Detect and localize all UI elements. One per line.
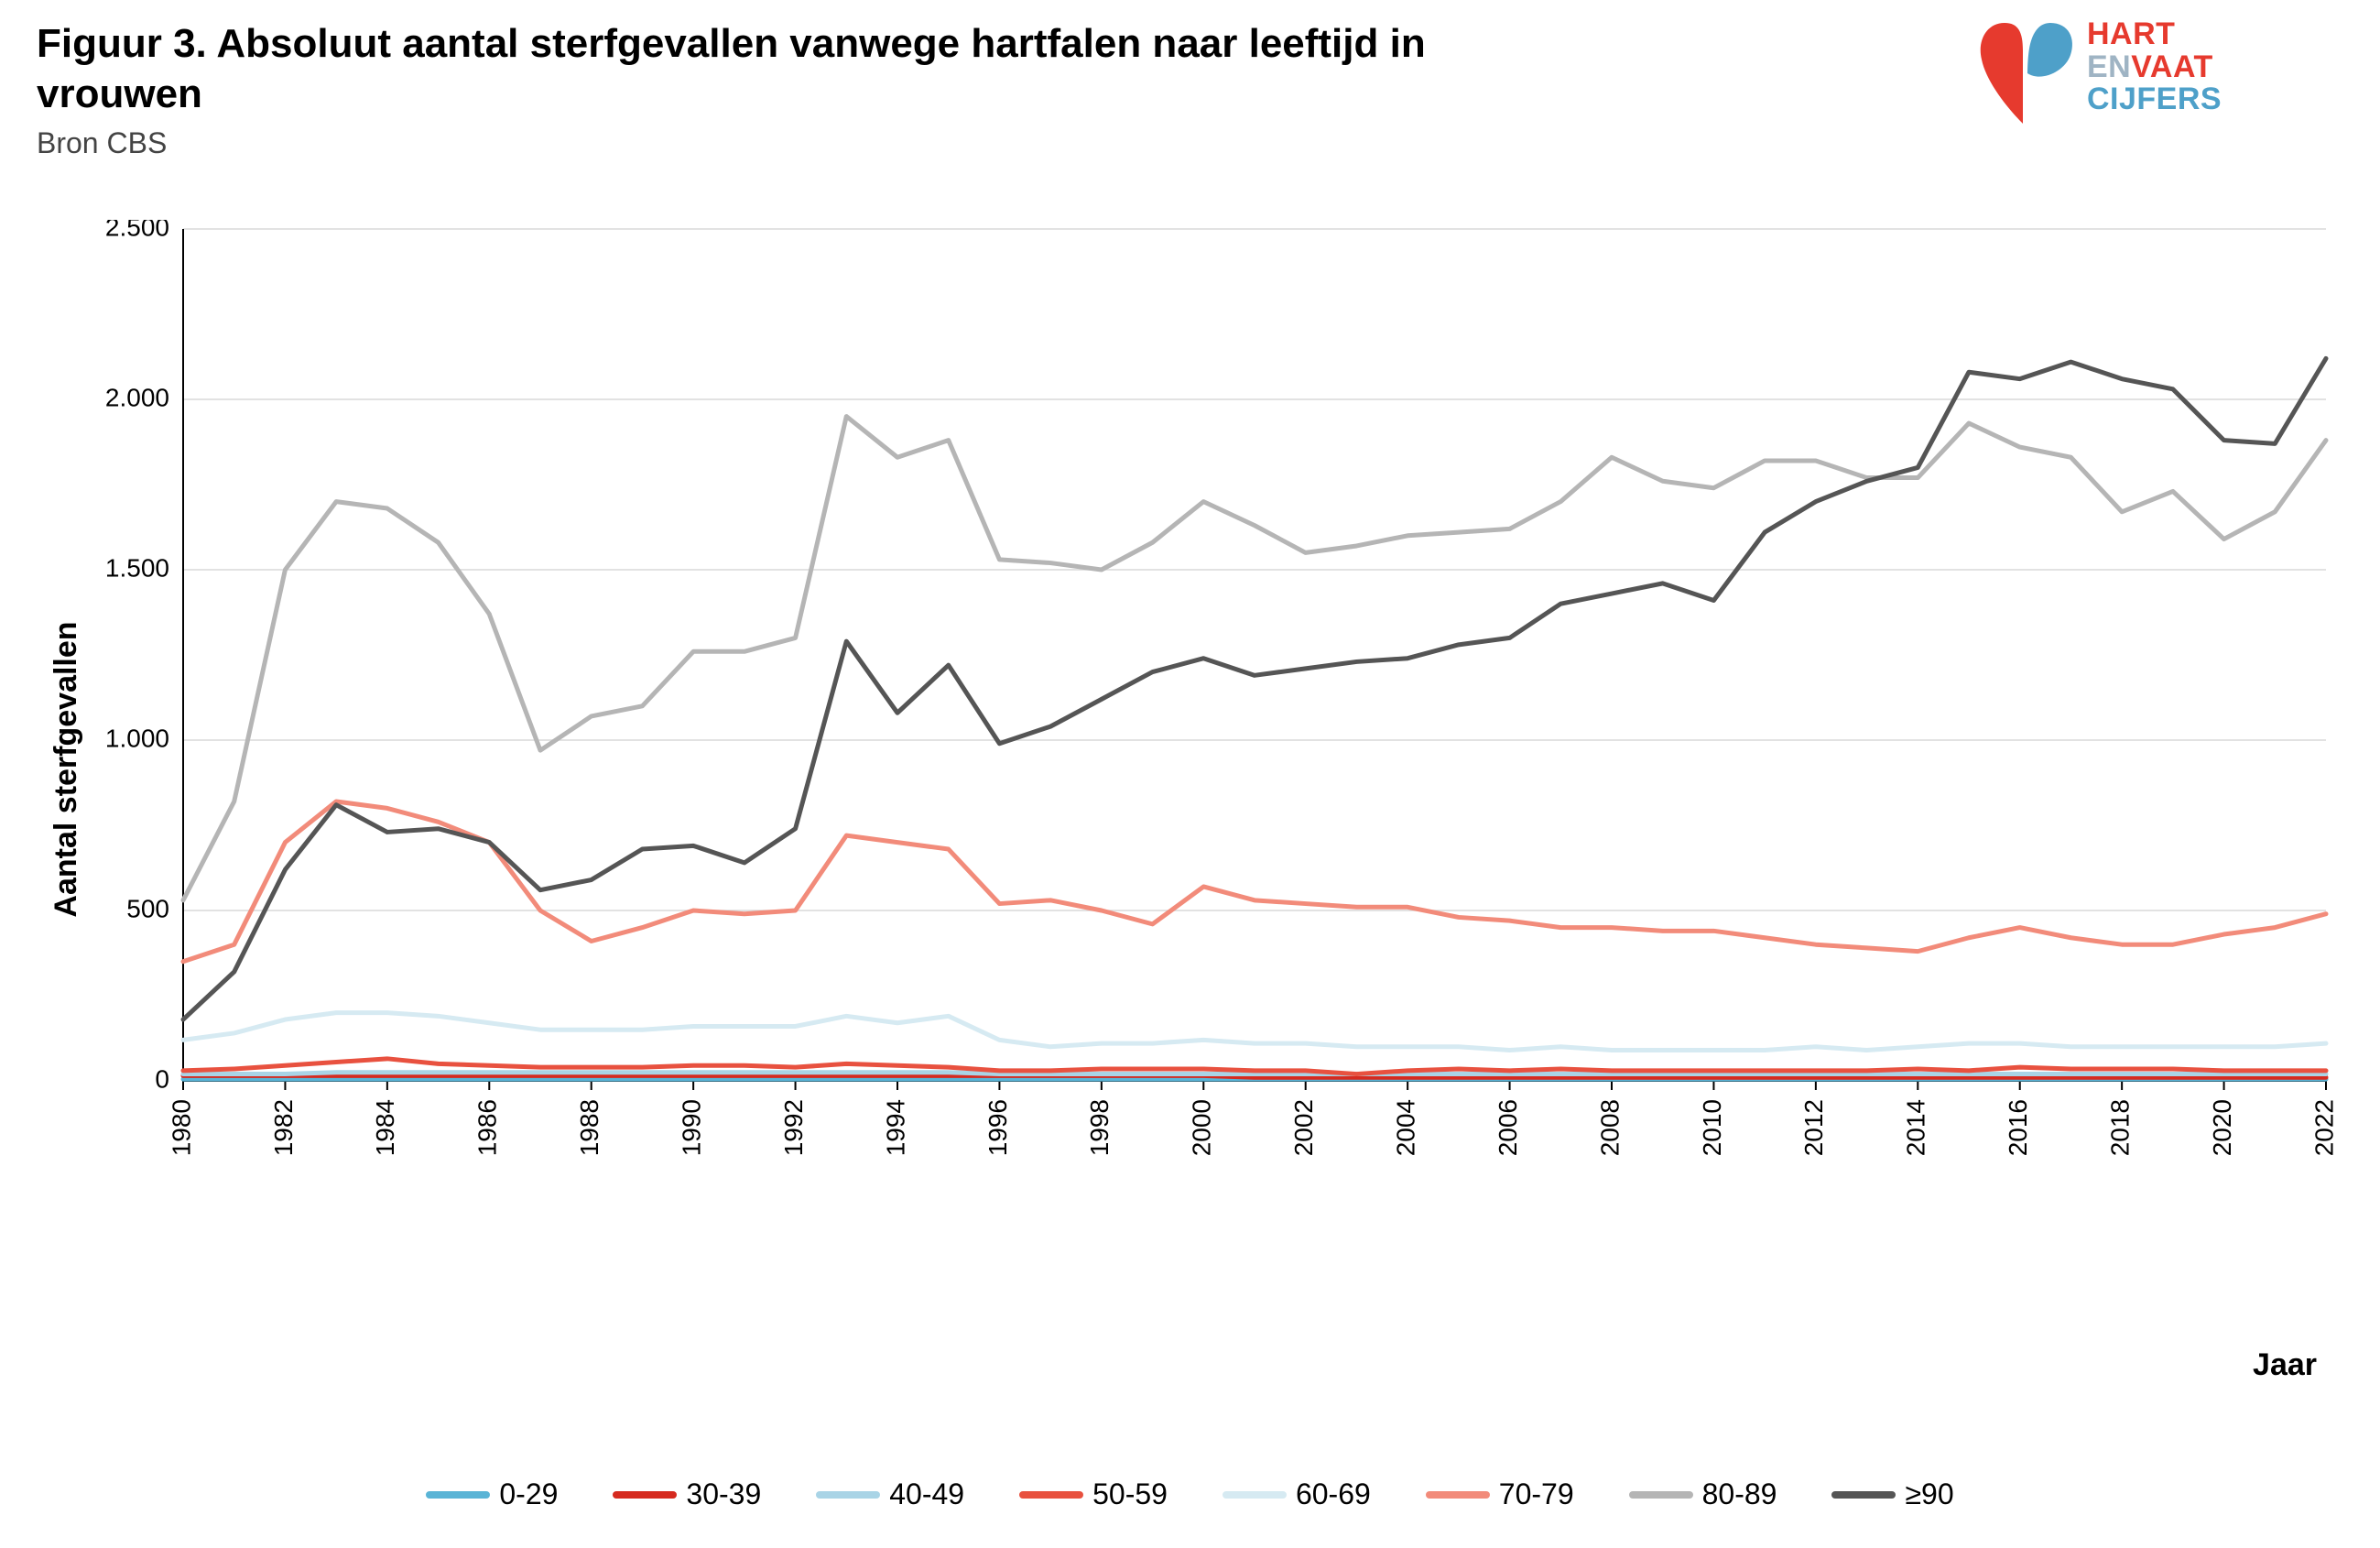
- y-tick-label: 1.500: [105, 553, 169, 582]
- legend-label: 40-49: [889, 1477, 964, 1511]
- logo-line1: HART: [2087, 18, 2222, 51]
- x-tick-label: 2018: [2106, 1099, 2135, 1156]
- y-axis-label: Aantal sterfgevallen: [49, 621, 84, 917]
- legend-swatch: [1223, 1491, 1287, 1499]
- series-line-70-79: [183, 801, 2326, 962]
- legend-swatch: [426, 1491, 490, 1499]
- brand-logo: HART ENVAAT CIJFERS: [1977, 18, 2325, 128]
- x-tick-label: 1986: [473, 1099, 502, 1156]
- logo-line2-suffix: VAAT: [2131, 49, 2213, 84]
- logo-line3: CIJFERS: [2087, 83, 2222, 116]
- chart-area: Aantal sterfgevallen 0 500 1.000 1.500 2.000…: [37, 220, 2344, 1319]
- x-tick-label: 2020: [2208, 1099, 2236, 1156]
- series-line-60-69: [183, 1013, 2326, 1051]
- x-tick-label: 2000: [1188, 1099, 1216, 1156]
- logo-line2-prefix: EN: [2087, 49, 2131, 84]
- legend-label: 50-59: [1092, 1477, 1168, 1511]
- x-tick-label: 1990: [678, 1099, 706, 1156]
- legend-item-80-89: 80-89: [1629, 1477, 1777, 1511]
- y-tick-label: 2.500: [105, 220, 169, 241]
- chart-header: Figuur 3. Absoluut aantal sterfgevallen …: [37, 18, 1593, 160]
- legend-label: 0-29: [499, 1477, 558, 1511]
- legend-item-0-29: 0-29: [426, 1477, 558, 1511]
- legend-swatch: [1629, 1491, 1693, 1499]
- y-tick-label: 2.000: [105, 383, 169, 411]
- legend-swatch: [1831, 1491, 1896, 1499]
- x-tick-label: 2016: [2004, 1099, 2032, 1156]
- legend-swatch: [1019, 1491, 1083, 1499]
- line-chart: 0 500 1.000 1.500 2.000 2.500 1980 1982 1984 1986…: [37, 220, 2344, 1227]
- legend-item-40-49: 40-49: [816, 1477, 964, 1511]
- x-tick-label: 1984: [371, 1099, 399, 1156]
- page: Figuur 3. Absoluut aantal sterfgevallen …: [0, 0, 2380, 1548]
- legend-label: 70-79: [1499, 1477, 1574, 1511]
- legend-swatch: [1426, 1491, 1490, 1499]
- legend-item-60-69: 60-69: [1223, 1477, 1371, 1511]
- x-tick-label: 1996: [984, 1099, 1012, 1156]
- legend-label: 60-69: [1296, 1477, 1371, 1511]
- x-tick-label: 2014: [1902, 1099, 1930, 1156]
- x-tick-label: 1980: [167, 1099, 195, 1156]
- x-tick-label: 1992: [779, 1099, 808, 1156]
- legend-label: 30-39: [686, 1477, 761, 1511]
- legend-item-≥90: ≥90: [1831, 1477, 1953, 1511]
- y-tick-label: 1.000: [105, 724, 169, 752]
- logo-heart-right: [2027, 23, 2072, 77]
- x-tick-label: 1994: [881, 1099, 909, 1156]
- x-tick-label: 2008: [1595, 1099, 1624, 1156]
- logo-heart-left: [1981, 23, 2023, 124]
- legend-item-30-39: 30-39: [613, 1477, 761, 1511]
- legend-swatch: [613, 1491, 677, 1499]
- series-line-≥90: [183, 358, 2326, 1019]
- logo-heart-icon: [1977, 18, 2078, 128]
- x-axis-label: Jaar: [2253, 1347, 2317, 1383]
- legend-item-70-79: 70-79: [1426, 1477, 1574, 1511]
- chart-title: Figuur 3. Absoluut aantal sterfgevallen …: [37, 18, 1593, 119]
- x-tick-label: 1998: [1085, 1099, 1114, 1156]
- y-tick-label: 0: [155, 1064, 169, 1093]
- legend-swatch: [816, 1491, 880, 1499]
- x-tick-label: 2004: [1392, 1099, 1420, 1156]
- x-tick-label: 2010: [1698, 1099, 1726, 1156]
- chart-legend: 0-29 30-39 40-49 50-59 60-69 70-79 80-89 ≥90: [0, 1477, 2380, 1511]
- legend-item-50-59: 50-59: [1019, 1477, 1168, 1511]
- x-tick-label: 2002: [1289, 1099, 1318, 1156]
- logo-line2: ENVAAT: [2087, 51, 2222, 84]
- series-line-80-89: [183, 417, 2326, 900]
- x-tick-label: 1982: [269, 1099, 298, 1156]
- x-tick-label: 2006: [1494, 1099, 1522, 1156]
- logo-text: HART ENVAAT CIJFERS: [2087, 18, 2222, 116]
- y-tick-label: 500: [126, 894, 169, 922]
- legend-label: 80-89: [1702, 1477, 1777, 1511]
- legend-label: ≥90: [1905, 1477, 1953, 1511]
- x-tick-label: 2012: [1799, 1099, 1828, 1156]
- x-tick-label: 1988: [575, 1099, 603, 1156]
- x-tick-label: 2022: [2309, 1099, 2338, 1156]
- chart-source: Bron CBS: [37, 126, 1593, 160]
